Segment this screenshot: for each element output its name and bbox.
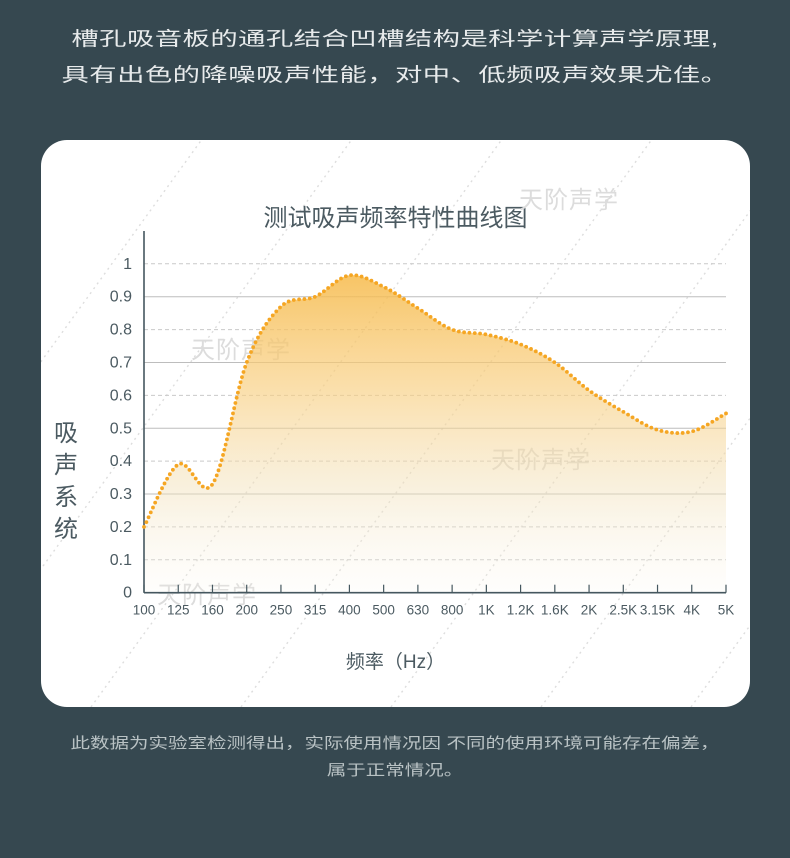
- svg-text:0.7: 0.7: [110, 354, 132, 371]
- svg-text:1.2K: 1.2K: [507, 603, 535, 618]
- svg-text:630: 630: [407, 603, 430, 618]
- svg-text:1.6K: 1.6K: [541, 603, 569, 618]
- svg-text:0.1: 0.1: [110, 552, 132, 569]
- svg-text:400: 400: [338, 603, 361, 618]
- svg-text:0.2: 0.2: [110, 519, 132, 536]
- svg-text:0.3: 0.3: [110, 486, 132, 503]
- svg-text:2K: 2K: [581, 603, 598, 618]
- svg-text:125: 125: [167, 603, 190, 618]
- svg-text:0.4: 0.4: [110, 453, 132, 470]
- svg-text:1: 1: [123, 256, 132, 273]
- svg-text:1K: 1K: [478, 603, 495, 618]
- svg-text:2.5K: 2.5K: [609, 603, 637, 618]
- svg-text:500: 500: [372, 603, 395, 618]
- svg-text:0: 0: [123, 585, 132, 602]
- svg-text:160: 160: [201, 603, 224, 618]
- svg-text:5K: 5K: [718, 603, 735, 618]
- svg-text:800: 800: [441, 603, 464, 618]
- svg-text:0.9: 0.9: [110, 289, 132, 306]
- svg-text:4K: 4K: [684, 603, 701, 618]
- svg-text:0.5: 0.5: [110, 420, 132, 437]
- svg-text:0.8: 0.8: [110, 322, 132, 339]
- svg-text:100: 100: [133, 603, 156, 618]
- svg-text:250: 250: [270, 603, 293, 618]
- svg-text:0.6: 0.6: [110, 387, 132, 404]
- svg-text:315: 315: [304, 603, 327, 618]
- svg-text:3.15K: 3.15K: [640, 603, 675, 618]
- svg-text:200: 200: [235, 603, 258, 618]
